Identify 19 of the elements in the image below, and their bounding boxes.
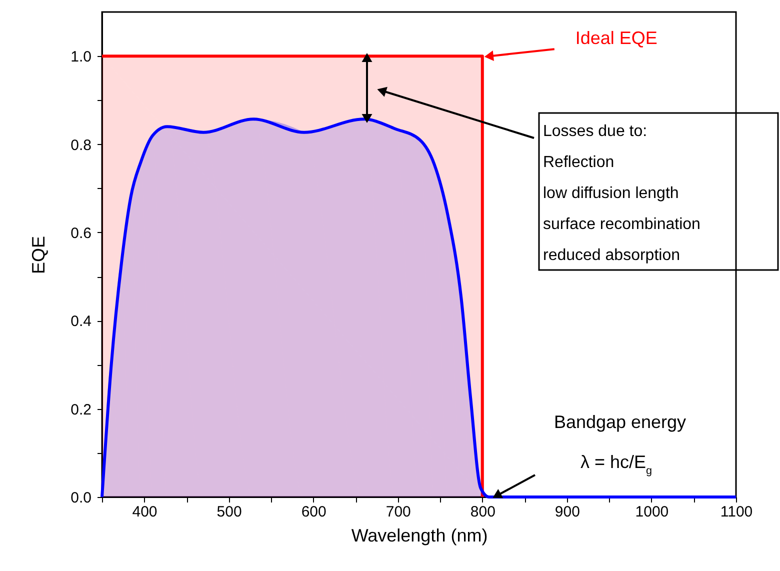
y-tick-label: 1.0 — [70, 48, 92, 66]
y-tick-label: 0.4 — [70, 313, 92, 330]
y-tick-label: 0.8 — [70, 136, 92, 154]
y-axis-title: EQE — [28, 236, 49, 274]
y-tick-label: 0.0 — [70, 490, 92, 506]
x-tick-label: 900 — [554, 504, 580, 520]
x-tick-label: 500 — [216, 504, 242, 520]
x-tick-label: 600 — [301, 504, 326, 520]
x-tick-label: 800 — [470, 504, 496, 520]
annotation: Bandgap energy — [554, 412, 686, 432]
annotation: Losses due to: Reflection low diffusion length surface recombination reduced absorption — [543, 123, 700, 264]
y-tick-label: 0.6 — [70, 224, 92, 242]
x-tick-label: 1100 — [720, 504, 753, 520]
x-axis-title: Wavelength (nm) — [351, 526, 488, 546]
annotation: Ideal EQE — [575, 28, 658, 48]
y-tick-label: 0.2 — [70, 401, 92, 418]
x-tick-label: 400 — [132, 504, 158, 520]
x-tick-label: 1000 — [635, 504, 669, 520]
x-tick-label: 700 — [386, 504, 411, 520]
